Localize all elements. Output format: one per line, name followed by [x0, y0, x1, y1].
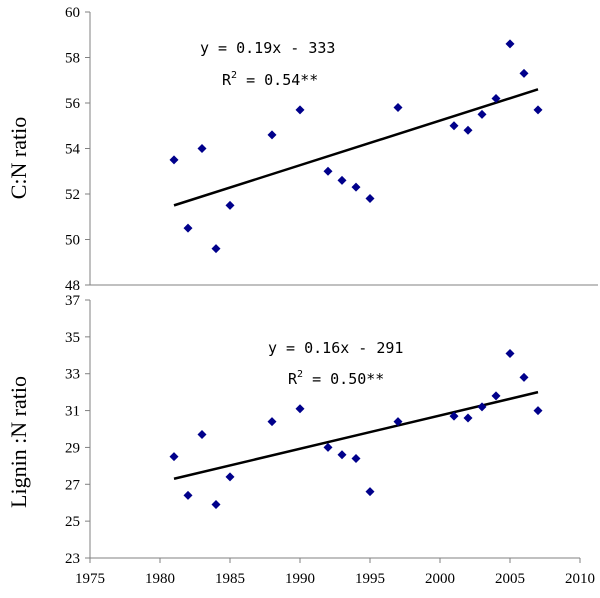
- top-data-point: [295, 105, 305, 115]
- top-data-point: [337, 175, 347, 185]
- x-tick-label: 1985: [215, 571, 245, 587]
- bottom-y-tick-label: 23: [65, 551, 80, 567]
- bottom-r2-prefix: R: [288, 370, 298, 388]
- top-data-point: [323, 166, 333, 176]
- top-data-point: [477, 109, 487, 119]
- bottom-y-tick-label: 37: [65, 293, 81, 309]
- bottom-data-point: [393, 417, 403, 427]
- top-data-point: [505, 39, 515, 49]
- bottom-equation-label: y = 0.16x - 291: [268, 339, 403, 357]
- x-tick-label: 1990: [285, 571, 315, 587]
- top-y-tick-label: 60: [65, 5, 80, 21]
- top-data-point: [393, 103, 403, 113]
- bottom-panel: 23 25 27 29 31 33 35 37 1975 1980 1985 1990 1995 2000…: [6, 284, 598, 587]
- top-r2-superscript: 2: [231, 70, 237, 81]
- top-y-tick-label: 50: [65, 233, 80, 249]
- bottom-data-point: [519, 372, 529, 382]
- x-tick-label: 2000: [425, 571, 455, 587]
- x-tick-label: 1995: [355, 571, 385, 587]
- bottom-data-point: [463, 413, 473, 423]
- bottom-trendline: [173, 390, 539, 480]
- top-r2-value: = 0.54**: [237, 71, 318, 89]
- top-data-point: [197, 144, 207, 153]
- bottom-data-point: [225, 472, 235, 482]
- bottom-r2-value: = 0.50**: [303, 370, 384, 388]
- bottom-data-point: [267, 417, 277, 427]
- top-y-tick-label: 58: [65, 51, 80, 67]
- top-data-point: [491, 93, 501, 103]
- bottom-data-point: [449, 411, 459, 421]
- x-tick-label: 2005: [495, 571, 525, 587]
- bottom-data-point: [169, 452, 179, 462]
- bottom-data-point: [491, 391, 501, 401]
- x-tick-label: 2010: [565, 571, 595, 587]
- bottom-r2-label: R2 = 0.50**: [288, 369, 384, 388]
- top-data-point: [211, 244, 221, 254]
- top-data-point: [463, 125, 473, 135]
- bottom-y-tick-label: 33: [65, 367, 80, 383]
- bottom-r2-superscript: 2: [297, 369, 303, 380]
- top-data-point: [519, 68, 529, 78]
- bottom-data-point: [337, 450, 347, 460]
- top-y-tick-label: 54: [65, 142, 81, 158]
- top-y-tick-label: 48: [65, 278, 80, 294]
- x-tick-label: 1975: [75, 571, 105, 587]
- top-y-axis-label: C:N ratio: [6, 117, 31, 200]
- bottom-data-point: [533, 406, 543, 416]
- top-equation-label: y = 0.19x - 333: [200, 39, 335, 57]
- bottom-data-point: [505, 348, 515, 358]
- top-data-point: [365, 194, 375, 204]
- bottom-data-point: [365, 487, 375, 497]
- bottom-y-tick-label: 29: [65, 440, 80, 456]
- bottom-data-point: [211, 500, 221, 510]
- top-trendline: [173, 88, 539, 207]
- top-data-point: [183, 223, 193, 233]
- top-y-tick-label: 56: [65, 96, 81, 112]
- x-tick-label: 1980: [145, 571, 175, 587]
- top-data-point: [351, 182, 361, 192]
- top-data-point: [267, 130, 277, 140]
- top-data-point: [533, 105, 543, 115]
- top-r2-prefix: R: [222, 71, 232, 89]
- bottom-data-point: [477, 402, 487, 412]
- bottom-y-tick-label: 35: [65, 330, 80, 346]
- top-r2-label: R2 = 0.54**: [222, 70, 318, 89]
- top-data-point: [449, 121, 459, 131]
- top-panel: 48 50 52 54 56 58 60 C:N ratio y = 0.19x - 333…: [6, 5, 543, 294]
- bottom-data-point: [295, 404, 305, 414]
- bottom-data-point: [197, 430, 207, 440]
- bottom-y-tick-label: 31: [65, 404, 80, 420]
- bottom-y-axis-label: Lignin :N ratio: [6, 376, 31, 508]
- bottom-data-point: [183, 490, 193, 500]
- top-y-tick-label: 52: [65, 187, 80, 203]
- bottom-y-tick-label: 25: [65, 514, 80, 530]
- bottom-y-tick-label: 27: [65, 477, 81, 493]
- bottom-data-point: [323, 442, 333, 452]
- top-data-point: [169, 155, 179, 165]
- bottom-data-point: [351, 453, 361, 463]
- top-data-point: [225, 200, 235, 210]
